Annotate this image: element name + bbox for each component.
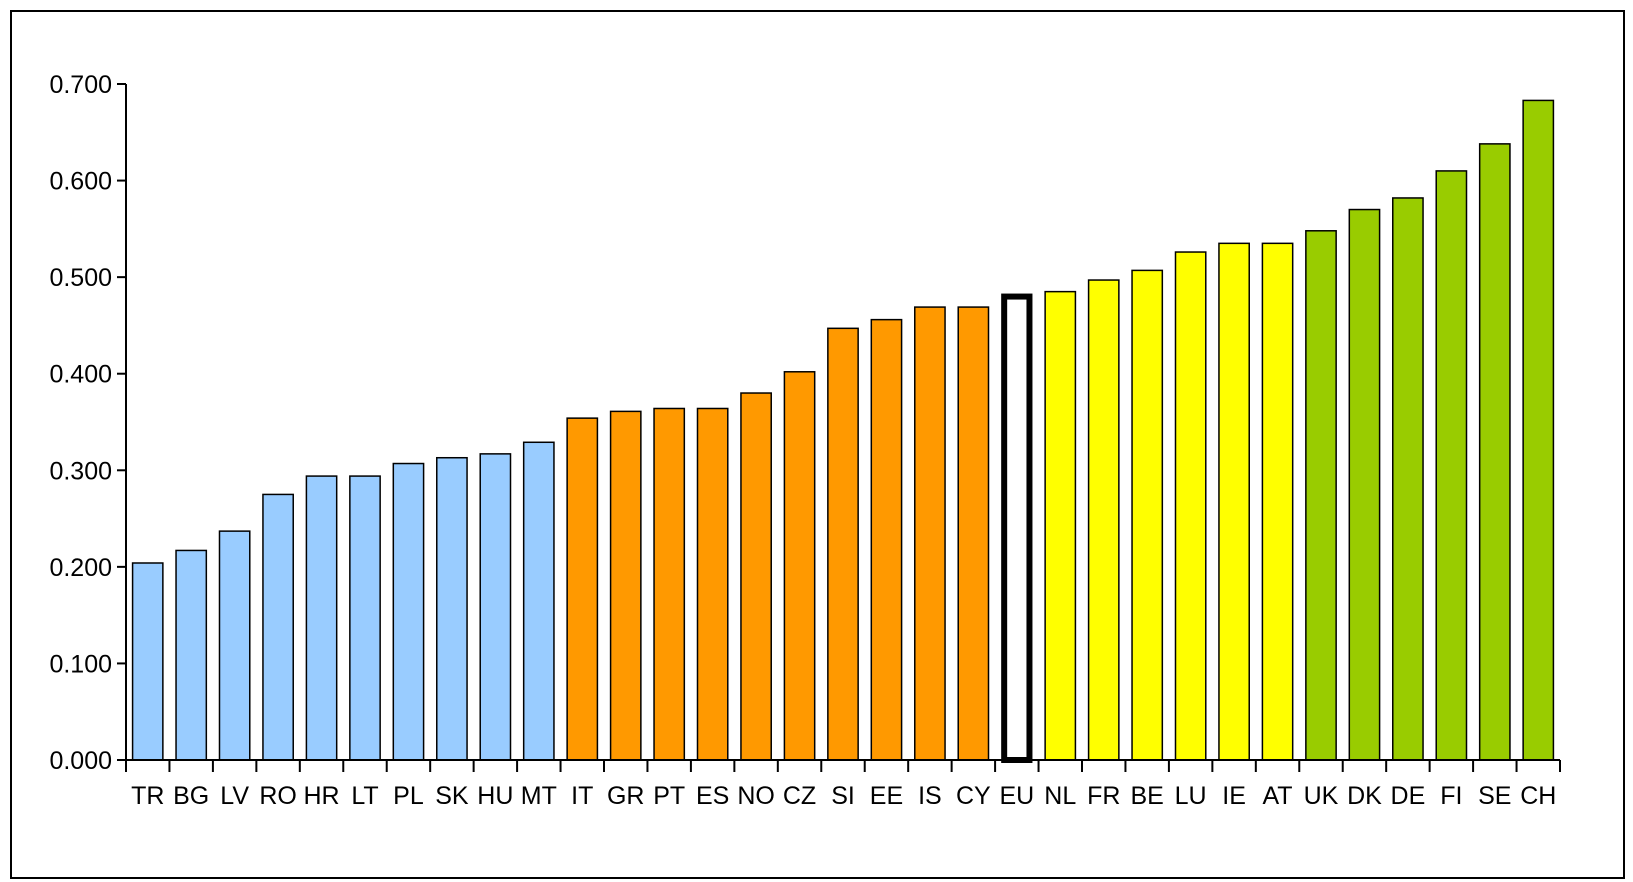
- y-tick-label: 0.500: [49, 264, 112, 292]
- bar-ee: [870, 318, 903, 761]
- bar-eu: [1001, 293, 1033, 763]
- bar-uk: [1305, 230, 1337, 761]
- y-tick-label: 0.700: [49, 71, 112, 99]
- x-category-label: CZ: [783, 782, 816, 810]
- x-category-label: NL: [1044, 782, 1076, 810]
- x-category-label: LV: [220, 782, 249, 810]
- bar-bg: [175, 549, 208, 761]
- x-category-label: AT: [1262, 782, 1292, 810]
- x-category-label: IS: [918, 782, 942, 810]
- x-category-label: SE: [1478, 782, 1511, 810]
- x-category-label: RO: [259, 782, 297, 810]
- x-category-label: EE: [870, 782, 903, 810]
- bars: [131, 99, 1555, 763]
- x-category-label: SK: [435, 782, 469, 810]
- x-category-label: EU: [999, 782, 1034, 810]
- x-category-label: LT: [351, 782, 378, 810]
- y-tick-label: 0.300: [49, 457, 112, 485]
- y-tick-label: 0.600: [49, 168, 112, 196]
- y-axis: 0.000 0.100 0.200 0.300 0.400 0.500 0.600 0.700: [49, 71, 127, 775]
- bar-de: [1392, 197, 1424, 761]
- bar-fi: [1435, 170, 1468, 761]
- x-category-label: DK: [1347, 782, 1382, 810]
- y-tick-label: 0.100: [49, 650, 112, 678]
- x-category-label: BG: [173, 782, 209, 810]
- bar-hr: [305, 475, 338, 761]
- y-tick-label: 0.200: [49, 554, 112, 582]
- x-category-label: UK: [1304, 782, 1339, 810]
- bar-gr: [609, 410, 642, 761]
- x-category-label: PT: [653, 782, 685, 810]
- bar-si: [827, 327, 859, 761]
- bar-pt: [653, 407, 686, 761]
- x-category-label: IT: [571, 782, 593, 810]
- x-category-label: TR: [131, 782, 164, 810]
- x-category-label: IE: [1222, 782, 1246, 810]
- x-category-label: MT: [521, 782, 557, 810]
- bar-cz: [783, 371, 816, 761]
- x-category-label: BE: [1131, 782, 1164, 810]
- bar-es: [696, 407, 729, 761]
- bar-sk: [436, 456, 468, 761]
- x-category-label: GR: [607, 782, 645, 810]
- bar-lt: [349, 475, 381, 761]
- bar-no: [740, 392, 772, 761]
- bar-nl: [1044, 290, 1077, 761]
- bar-fr: [1087, 279, 1120, 761]
- bar-hu: [479, 453, 512, 761]
- x-category-label: PL: [393, 782, 424, 810]
- y-tick-label: 0.400: [49, 361, 112, 389]
- x-category-label: FI: [1440, 782, 1462, 810]
- x-category-label: CY: [956, 782, 991, 810]
- bar-se: [1478, 143, 1511, 761]
- bar-cy: [957, 306, 990, 761]
- y-tick-label: 0.000: [49, 747, 112, 775]
- bar-it: [566, 417, 599, 761]
- x-category-label: FR: [1087, 782, 1120, 810]
- bar-ie: [1218, 242, 1250, 761]
- bar-lu: [1174, 251, 1207, 761]
- bar-be: [1131, 269, 1164, 761]
- bar-pl: [392, 462, 425, 761]
- x-category-label: SI: [831, 782, 855, 810]
- bar-ch: [1522, 99, 1555, 761]
- bar-lv: [218, 530, 251, 761]
- bar-ro: [262, 493, 294, 761]
- x-category-label: LU: [1175, 782, 1207, 810]
- x-category-label: ES: [696, 782, 729, 810]
- x-category-label: HU: [477, 782, 513, 810]
- bar-tr: [131, 562, 164, 761]
- bar-at: [1261, 242, 1294, 761]
- bar-dk: [1348, 208, 1381, 761]
- bar-mt: [522, 441, 555, 761]
- x-category-label: CH: [1520, 782, 1556, 810]
- x-axis: TR BG LV RO HR LT PL SK HU MT IT GR PT ES NO CZ SI EE IS CY…: [125, 759, 1561, 810]
- x-category-label: DE: [1391, 782, 1426, 810]
- x-category-label: NO: [737, 782, 775, 810]
- x-category-label: HR: [303, 782, 339, 810]
- bar-is: [914, 306, 946, 761]
